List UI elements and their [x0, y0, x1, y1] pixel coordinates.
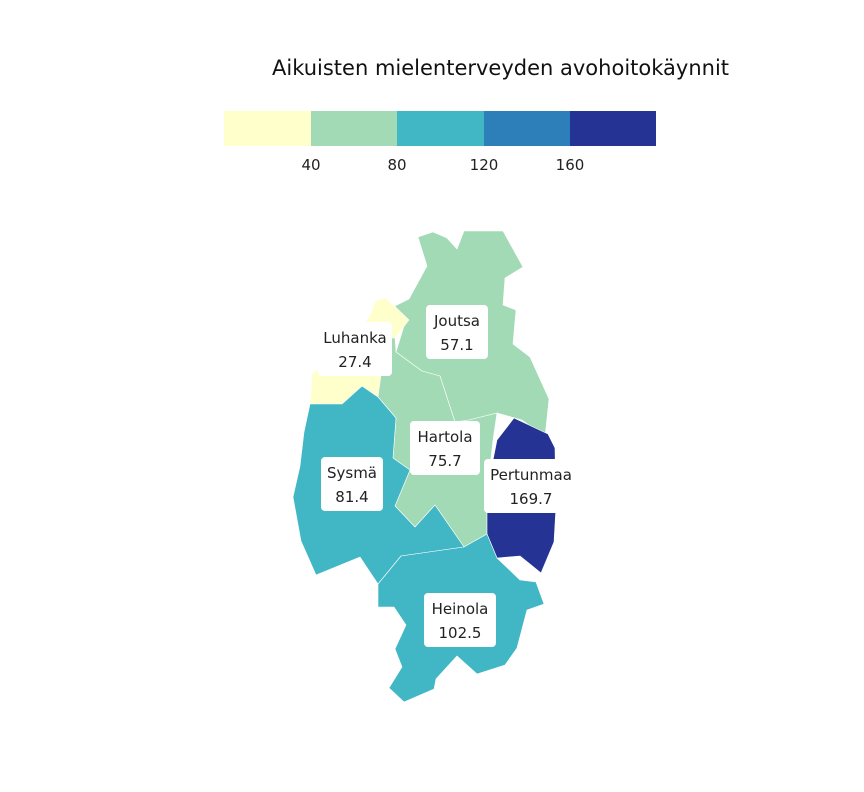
- legend-swatch-5: [570, 111, 656, 146]
- region-name-hartola: Hartola: [417, 428, 472, 446]
- region-value-sysma: 81.4: [335, 488, 368, 506]
- legend-swatch-3: [397, 111, 484, 146]
- label-box-pertunmaa: [484, 459, 578, 513]
- label-sysma: Sysmä 81.4: [321, 457, 383, 511]
- region-value-joutsa: 57.1: [440, 336, 473, 354]
- legend-swatch-1: [224, 111, 311, 146]
- label-box-luhanka: [318, 322, 392, 376]
- map-title: Aikuisten mielenterveyden avohoitokäynni…: [272, 56, 730, 80]
- label-box-joutsa: [426, 305, 488, 359]
- legend-break-160: 160: [556, 156, 585, 174]
- region-name-luhanka: Luhanka: [323, 329, 386, 347]
- label-box-heinola: [424, 593, 496, 647]
- region-name-joutsa: Joutsa: [433, 312, 480, 330]
- region-name-sysma: Sysmä: [327, 464, 377, 482]
- legend-swatch-4: [484, 111, 570, 146]
- label-box-hartola: [410, 421, 480, 475]
- label-box-sysma: [321, 457, 383, 511]
- legend-break-120: 120: [470, 156, 499, 174]
- region-name-heinola: Heinola: [432, 600, 489, 618]
- label-pertunmaa: Pertunmaa 169.7: [484, 459, 578, 513]
- region-labels: Joutsa 57.1 Luhanka 27.4 Hartola 75.7 Sy…: [318, 305, 578, 647]
- label-luhanka: Luhanka 27.4: [318, 322, 392, 376]
- legend-break-80: 80: [387, 156, 406, 174]
- legend-break-40: 40: [301, 156, 320, 174]
- region-value-heinola: 102.5: [439, 624, 482, 642]
- region-value-hartola: 75.7: [428, 452, 461, 470]
- region-value-pertunmaa: 169.7: [510, 490, 553, 508]
- legend-swatch-2: [311, 111, 397, 146]
- label-hartola: Hartola 75.7: [410, 421, 480, 475]
- label-joutsa: Joutsa 57.1: [426, 305, 488, 359]
- region-value-luhanka: 27.4: [338, 353, 371, 371]
- region-name-pertunmaa: Pertunmaa: [490, 466, 572, 484]
- label-heinola: Heinola 102.5: [424, 593, 496, 647]
- color-legend: 40 80 120 160: [224, 111, 656, 174]
